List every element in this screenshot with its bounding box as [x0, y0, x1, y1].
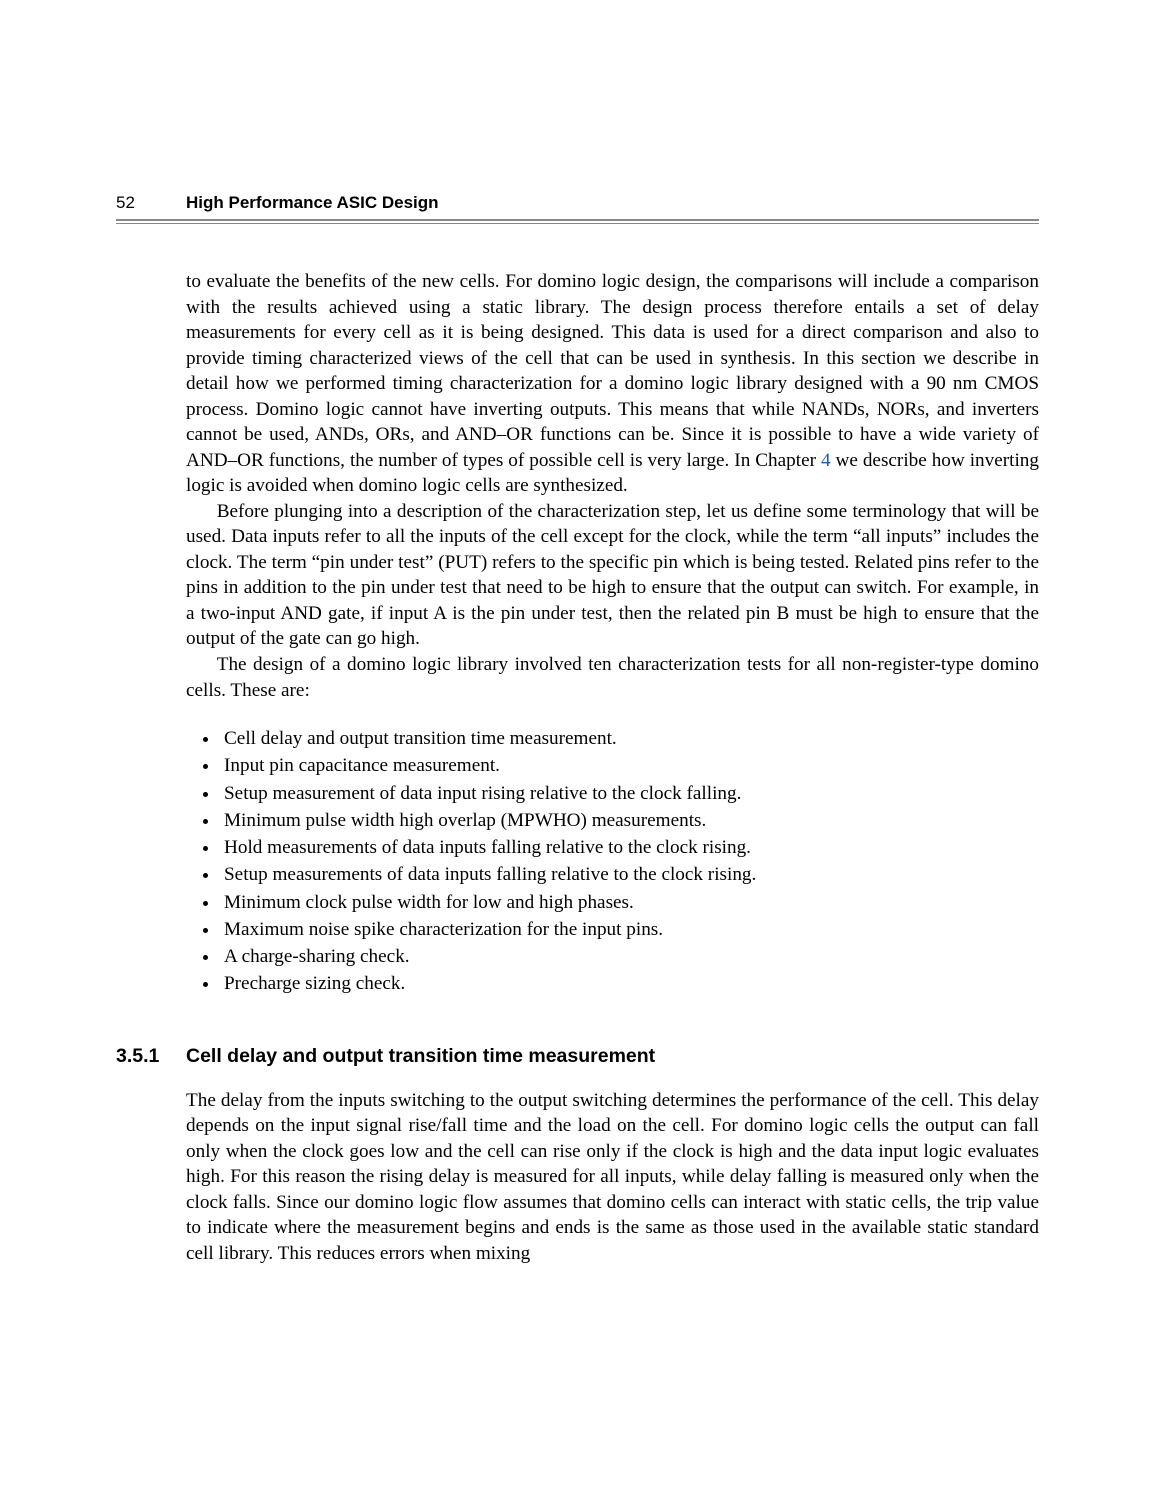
list-item: Hold measurements of data inputs falling… [220, 834, 1039, 861]
test-list: Cell delay and output transition time me… [186, 725, 1039, 998]
list-item: Minimum pulse width high overlap (MPWHO)… [220, 807, 1039, 834]
paragraph-1a: to evaluate the benefits of the new cell… [186, 271, 1039, 471]
page: 52 High Performance ASIC Design to evalu… [0, 0, 1159, 1500]
list-item: Maximum noise spike characterization for… [220, 916, 1039, 943]
paragraph-1: to evaluate the benefits of the new cell… [186, 269, 1039, 499]
list-item: Input pin capacitance measurement. [220, 752, 1039, 779]
section-number: 3.5.1 [116, 1044, 186, 1070]
header-rule-thick [116, 219, 1039, 221]
list-item: Cell delay and output transition time me… [220, 725, 1039, 752]
list-item: Precharge sizing check. [220, 970, 1039, 997]
running-header: 52 High Performance ASIC Design [116, 193, 1039, 213]
header-rule-thin [116, 223, 1039, 224]
paragraph-3: The design of a domino logic library inv… [186, 652, 1039, 703]
list-item: Setup measurement of data input rising r… [220, 780, 1039, 807]
page-number: 52 [116, 193, 186, 213]
chapter-link[interactable]: 4 [821, 450, 831, 471]
section-title: Cell delay and output transition time me… [186, 1044, 655, 1070]
list-item: Setup measurements of data inputs fallin… [220, 861, 1039, 888]
body-column: to evaluate the benefits of the new cell… [186, 269, 1039, 1266]
list-item: A charge-sharing check. [220, 943, 1039, 970]
paragraph-2: Before plunging into a description of th… [186, 499, 1039, 652]
list-item: Minimum clock pulse width for low and hi… [220, 889, 1039, 916]
section-body: The delay from the inputs switching to t… [186, 1088, 1039, 1267]
book-title: High Performance ASIC Design [186, 193, 439, 213]
section-heading: 3.5.1 Cell delay and output transition t… [186, 1044, 1039, 1070]
